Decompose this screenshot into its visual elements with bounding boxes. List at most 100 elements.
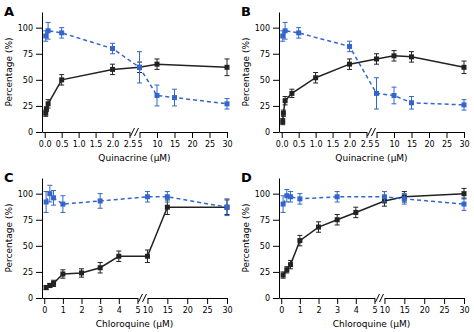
error-bar (335, 215, 340, 225)
x-axis-line (43, 298, 138, 299)
x-axis-line (280, 298, 375, 299)
y-tick-label: 75 (260, 50, 270, 59)
data-point (137, 65, 142, 70)
error-bar (284, 267, 289, 273)
data-point (281, 202, 286, 207)
x-axis-line (43, 132, 131, 133)
y-tick-label: 50 (260, 76, 270, 85)
x-tick-mark (299, 132, 300, 138)
x-tick-mark (100, 298, 101, 304)
x-tick: 10 (389, 132, 399, 149)
axis-break (142, 294, 146, 302)
x-tick-label: 1.5 (90, 140, 103, 149)
error-bar (225, 99, 230, 109)
chart-container: 0.00.51.01.52.02.5510152025300255075100A… (0, 0, 474, 332)
x-tick-mark (412, 132, 413, 138)
x-tick-mark (175, 132, 176, 138)
x-axis: 51015202530 (137, 132, 232, 149)
series-line (283, 196, 464, 204)
x-axis: 1015202530 (143, 298, 233, 315)
series (281, 189, 467, 212)
x-tick-label: 5 (374, 140, 379, 149)
data-point (59, 77, 64, 82)
data-point (297, 196, 302, 201)
y-tick-label: 50 (260, 242, 270, 251)
data-point (110, 67, 115, 72)
x-tick-mark (377, 132, 378, 138)
panel-title: D (241, 170, 252, 185)
data-point (225, 65, 230, 70)
y-axis-title: Percentage (%) (241, 37, 251, 106)
x-tick: 5 (137, 132, 142, 149)
y-axis: 0255075100 (255, 179, 280, 304)
x-tick: 25 (442, 132, 452, 149)
x-tick-label: 25 (205, 140, 215, 149)
data-point (225, 205, 230, 210)
data-point (402, 196, 407, 201)
error-bar (155, 85, 160, 106)
error-bar (409, 97, 414, 110)
data-point (225, 101, 230, 106)
y-tick-label: 25 (23, 102, 33, 111)
x-tick-label: 10 (152, 140, 162, 149)
x-tick-mark (429, 132, 430, 138)
y-axis-title: Percentage (%) (4, 37, 14, 106)
x-tick: 10 (152, 132, 162, 149)
y-axis-line (42, 179, 43, 299)
error-bar (281, 196, 286, 213)
y-tick-label: 75 (23, 50, 33, 59)
series (43, 22, 229, 109)
x-tick-label: 5 (372, 306, 377, 315)
error-bar (289, 89, 294, 97)
series (280, 22, 466, 110)
error-bar (409, 52, 414, 62)
data-point (284, 267, 289, 272)
error-bar (297, 235, 302, 245)
y-tick-label: 25 (260, 102, 270, 111)
x-tick: 2 (316, 298, 321, 315)
error-bar (51, 280, 56, 286)
x-tick-label: 0.0 (276, 140, 289, 149)
x-tick-label: 10 (143, 306, 153, 315)
error-bar (316, 222, 321, 232)
error-bar (60, 270, 65, 278)
plot-area (44, 185, 230, 290)
error-bar (225, 199, 230, 216)
x-tick-mark (140, 132, 141, 138)
x-tick-label: 30 (222, 306, 232, 315)
error-bar (392, 51, 397, 61)
x-tick: 4 (354, 298, 359, 315)
y-axis-line (42, 13, 43, 133)
data-point (335, 217, 340, 222)
data-point (155, 62, 160, 67)
x-tick-label: 0 (279, 306, 284, 315)
x-tick-mark (282, 132, 283, 138)
panel: 01234510152025300255075100CChloroquine (… (4, 170, 233, 329)
data-point (79, 270, 84, 275)
data-point (462, 102, 467, 107)
x-axis: 012345 (42, 298, 140, 315)
y-tick-mark (36, 246, 42, 247)
data-point (347, 62, 352, 67)
x-tick: 25 (203, 298, 213, 315)
x-tick: 0 (42, 298, 47, 315)
data-point (44, 200, 49, 205)
y-tick: 0 (28, 294, 42, 303)
x-tick-mark (424, 298, 425, 304)
data-point (316, 225, 321, 230)
y-tick: 75 (23, 216, 42, 225)
data-point (137, 65, 142, 70)
error-bar (165, 192, 170, 202)
x-tick: 0.5 (56, 132, 69, 149)
plot-area (281, 188, 467, 278)
y-tick-label: 0 (28, 294, 33, 303)
data-point (374, 91, 379, 96)
y-tick-label: 75 (260, 216, 270, 225)
panel: 0.00.51.01.52.02.5510152025300255075100A… (4, 4, 233, 163)
error-bar (382, 192, 387, 202)
error-bar (110, 64, 115, 74)
y-tick-mark (273, 54, 279, 55)
y-tick-label: 50 (23, 242, 33, 251)
y-tick: 75 (260, 216, 279, 225)
x-tick: 15 (400, 298, 410, 315)
